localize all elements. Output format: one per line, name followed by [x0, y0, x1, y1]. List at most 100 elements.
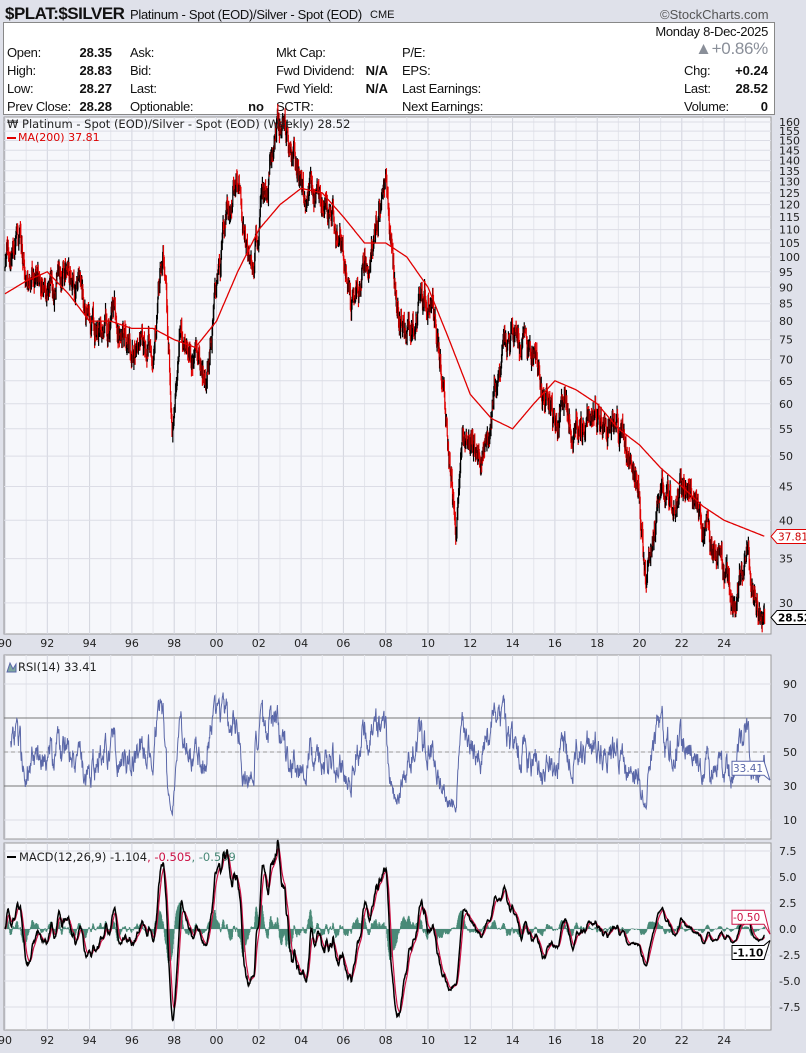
- ma-legend: MA(200) 37.81: [18, 131, 100, 144]
- field-label: Mkt Cap:: [276, 45, 326, 60]
- y-tick-label: 120: [779, 199, 800, 212]
- y-tick-label: 135: [779, 165, 800, 178]
- field-value: 28.52: [735, 81, 768, 96]
- rsi-tick-label: 70: [783, 712, 797, 725]
- brand-logo[interactable]: ©StockCharts.com: [660, 7, 769, 22]
- x-tick-label: 98: [167, 1034, 181, 1047]
- x-tick-label: 90: [0, 637, 12, 650]
- x-tick-label: 90: [0, 1034, 12, 1047]
- macd-legend: MACD(12,26,9) -1.104, -0.505, -0.599: [19, 850, 236, 864]
- price-last-label: 28.52: [778, 612, 806, 624]
- x-tick-label: 10: [421, 1034, 435, 1047]
- x-tick-label: 92: [40, 637, 54, 650]
- x-tick-label: 06: [336, 637, 350, 650]
- field-label: Low:: [7, 81, 34, 96]
- macd-tick-label: 7.5: [779, 845, 797, 858]
- field-value: N/A: [365, 63, 388, 78]
- y-tick-label: 160: [779, 116, 800, 129]
- x-tick-label: 18: [590, 1034, 604, 1047]
- field-label: Next Earnings:: [402, 99, 484, 114]
- y-tick-label: 155: [779, 125, 800, 138]
- field-label: Fwd Yield:: [276, 81, 333, 96]
- x-tick-label: 08: [379, 637, 393, 650]
- field-label: High:: [7, 63, 36, 78]
- field-label: Last:: [130, 81, 157, 96]
- field-label: Prev Close:: [7, 99, 71, 114]
- x-tick-label: 18: [590, 637, 604, 650]
- y-tick-label: 115: [779, 211, 800, 224]
- price-last-label-box: [770, 609, 806, 625]
- y-tick-label: 125: [779, 187, 800, 200]
- x-tick-label: 22: [675, 1034, 689, 1047]
- x-tick-label: 02: [252, 637, 266, 650]
- x-tick-label: 94: [83, 1034, 97, 1047]
- y-tick-label: 95: [779, 266, 793, 279]
- x-tick-label: 00: [210, 637, 224, 650]
- field-value: 0: [760, 99, 768, 114]
- ma-last-label: 37.81: [778, 531, 806, 543]
- y-tick-label: 105: [779, 237, 800, 250]
- field-value: 28.28: [79, 99, 112, 114]
- macd-tick-label: -7.5: [779, 1001, 800, 1014]
- y-tick-label: 65: [779, 375, 793, 388]
- y-tick-label: 80: [779, 315, 793, 328]
- y-tick-label: 110: [779, 224, 800, 237]
- field-value: N/A: [365, 81, 388, 96]
- field-value: 28.83: [79, 63, 112, 78]
- ma-last-label-box: [770, 528, 806, 544]
- macd-tick-label: 0.0: [779, 923, 797, 936]
- y-tick-label: 60: [779, 398, 793, 411]
- y-tick-label: 75: [779, 334, 793, 347]
- macd-legend-swatch: [7, 856, 16, 858]
- macd-tick-label: 2.5: [779, 897, 797, 910]
- quote-box: Monday 8-Dec-2025 ▲+0.86% Open: 28.35 High…: [3, 22, 775, 115]
- x-tick-label: 96: [125, 1034, 139, 1047]
- macd-tick-label: -2.5: [779, 949, 800, 962]
- rsi-tick-label: 30: [783, 780, 797, 793]
- ma200-line: [4, 187, 765, 537]
- y-tick-label: 145: [779, 144, 800, 157]
- field-label: Chg:: [684, 63, 711, 78]
- price-bars: [4, 104, 766, 633]
- field-label: Last Earnings:: [402, 81, 481, 96]
- macd-line: [4, 839, 765, 1022]
- field-label: Fwd Dividend:: [276, 63, 355, 78]
- x-tick-label: 08: [379, 1034, 393, 1047]
- rsi-legend: RSI(14) 33.41: [18, 660, 97, 674]
- y-tick-label: 100: [779, 251, 800, 264]
- field-label: Last:: [684, 81, 711, 96]
- y-tick-label: 130: [779, 176, 800, 189]
- x-tick-label: 20: [633, 637, 647, 650]
- symbol-title: $PLAT:$SILVER: [5, 4, 125, 23]
- y-tick-label: 30: [779, 597, 793, 610]
- price-legend: ₩ Platinum - Spot (EOD)/Silver - Spot (E…: [7, 117, 350, 131]
- x-tick-label: 10: [421, 637, 435, 650]
- macd-tick-label: -5.0: [779, 975, 800, 988]
- x-tick-label: 98: [167, 637, 181, 650]
- field-label: Ask:: [130, 45, 155, 60]
- x-tick-label: 96: [125, 637, 139, 650]
- y-tick-label: 140: [779, 154, 800, 167]
- signal-last-label-box: [731, 909, 771, 935]
- macd-last-label: -1.10: [733, 947, 763, 959]
- y-tick-label: 90: [779, 281, 793, 294]
- rsi-tick-label: 90: [783, 678, 797, 691]
- rsi-line: [10, 692, 766, 817]
- x-tick-label: 24: [717, 637, 731, 650]
- field-label: EPS:: [402, 63, 431, 78]
- x-tick-label: 14: [506, 637, 520, 650]
- y-tick-label: 50: [779, 450, 793, 463]
- x-tick-label: 02: [252, 1034, 266, 1047]
- x-tick-label: 14: [506, 1034, 520, 1047]
- x-tick-label: 00: [210, 1034, 224, 1047]
- x-tick-label: 12: [463, 637, 477, 650]
- symbol-description: Platinum - Spot (EOD)/Silver - Spot (EOD…: [130, 7, 362, 22]
- x-tick-label: 04: [294, 637, 308, 650]
- y-tick-label: 40: [779, 514, 793, 527]
- quote-date: Monday 8-Dec-2025: [655, 24, 768, 39]
- pct-change: ▲+0.86%: [695, 39, 768, 58]
- y-tick-label: 55: [779, 423, 793, 436]
- macd-tick-label: 5.0: [779, 871, 797, 884]
- field-value: no: [248, 99, 264, 114]
